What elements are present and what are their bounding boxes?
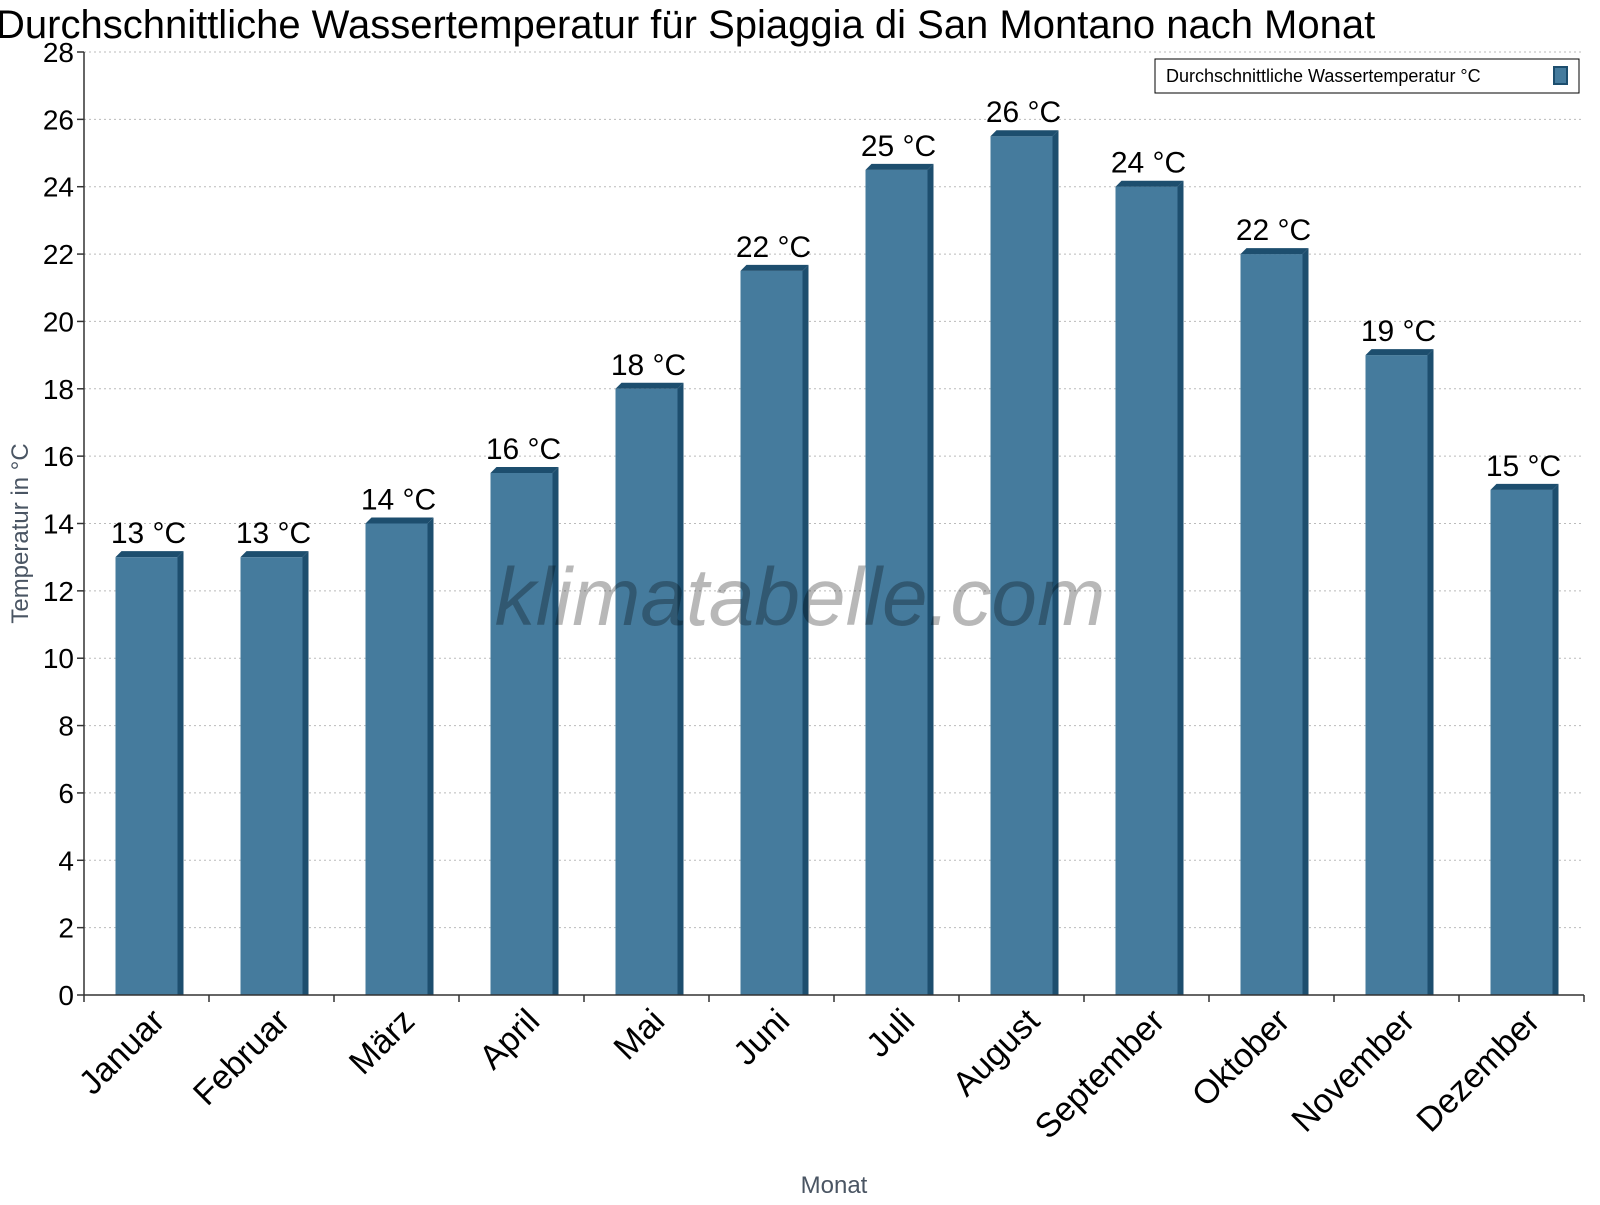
bar-side [552,466,559,995]
y-tick-label: 20 [43,306,74,337]
x-tick-label: Juni [726,1002,797,1073]
bar [115,557,178,995]
legend-box [1154,58,1580,94]
bar-top [240,551,309,558]
data-label: 22 °C [736,231,811,264]
bar [865,169,928,995]
y-tick-label: 6 [58,778,74,809]
data-label: 26 °C [986,96,1061,129]
data-label: 19 °C [1361,315,1436,348]
x-tick-label: November [1284,1002,1422,1140]
bar [1490,489,1553,995]
y-tick-label: 22 [43,239,74,270]
bar-side [1427,349,1434,995]
x-tick-label: August [945,1001,1047,1103]
y-tick-label: 12 [43,576,74,607]
bar-top [865,163,934,170]
legend: Durchschnittliche Wassertemperatur °C [1154,58,1580,94]
x-tick-label: September [1028,1002,1172,1146]
bar [615,388,678,995]
bar [1240,254,1303,996]
watermark: klimatabelle.com [495,552,1106,643]
data-label: 22 °C [1236,214,1311,247]
bar [1365,355,1428,995]
bar-top [1490,483,1559,490]
grid-lines [84,51,1584,929]
x-tick-label: Juli [859,1002,922,1065]
data-label: 24 °C [1111,147,1186,180]
data-label: 13 °C [236,517,311,550]
bar-side [802,264,809,995]
y-axis-title: Temperatur in °C [7,443,34,623]
bar [1115,186,1178,995]
bar-top [1365,349,1434,356]
data-label: 14 °C [361,484,436,517]
bar [240,557,303,995]
x-tick-label: Oktober [1185,1002,1297,1114]
y-tick-label: 4 [58,845,74,876]
bar [740,270,803,995]
bar-side [677,382,684,995]
bar-side [1177,180,1184,995]
bar-top [365,517,434,524]
x-tick-label: Januar [72,1002,172,1102]
y-tick-label: 26 [43,104,74,135]
bar-side [927,163,934,995]
x-tick-label: Dezember [1409,1002,1547,1140]
x-tick-label: April [472,1002,547,1077]
bar [990,136,1053,996]
y-tick-label: 14 [43,509,74,540]
data-label: 13 °C [111,517,186,550]
x-tick-label: Februar [186,1002,297,1113]
legend-swatch [1553,66,1568,85]
x-axis-title: Monat [801,1172,868,1199]
bar-side [427,517,434,995]
bar-top [490,466,559,473]
bar-top [615,382,684,389]
data-label: 25 °C [861,130,936,163]
bar-side [302,551,309,995]
bar [490,472,553,995]
bar-top [740,264,809,271]
y-tick-label: 0 [58,980,74,1011]
bar-top [115,551,184,558]
bar-top [1115,180,1184,187]
data-labels: 13 °C 13 °C 14 °C 16 °C 18 °C 22 °C 25 °C 26 °C… [111,96,1561,550]
bars [115,130,1559,996]
bar-side [1052,130,1059,996]
x-tick-label: März [342,1002,422,1082]
bar-side [177,551,184,995]
y-tick-label: 10 [43,643,74,674]
y-tick-label: 28 [43,37,74,68]
bar [365,523,428,995]
y-tick-label: 8 [58,711,74,742]
data-label: 18 °C [611,349,686,382]
bar-top [990,130,1059,137]
x-tick-label: Mai [607,1002,673,1068]
legend-label: Durchschnittliche Wassertemperatur °C [1166,66,1481,86]
y-tick-label: 18 [43,374,74,405]
chart-title: Durchschnittliche Wassertemperatur für S… [0,3,1375,47]
data-label: 16 °C [486,433,561,466]
bar-side [1302,248,1309,996]
data-label: 15 °C [1486,450,1561,483]
y-tick-label: 2 [58,913,74,944]
bar-side [1552,483,1559,995]
y-tick-label: 16 [43,441,74,472]
bar-top [1240,248,1309,255]
y-tick-label: 24 [43,172,74,203]
